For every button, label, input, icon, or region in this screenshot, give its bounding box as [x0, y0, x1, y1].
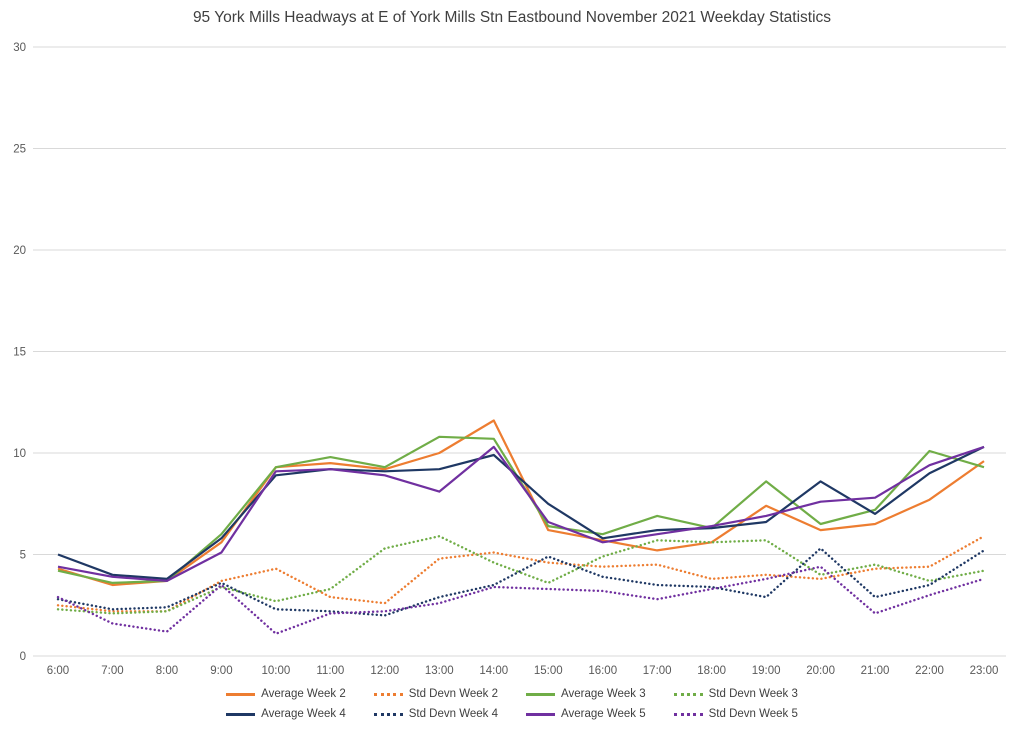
chart-title: 95 York Mills Headways at E of York Mill…: [192, 9, 832, 26]
series-std-devn-week-3: [56, 535, 986, 615]
legend-item-average-week-4: Average Week 4: [226, 708, 346, 720]
series-std-devn-week-4: [56, 547, 986, 617]
legend-label: Average Week 5: [561, 708, 646, 720]
x-axis-tick: 13:00: [425, 665, 454, 677]
legend-item-std-devn-week-2: Std Devn Week 2: [373, 688, 498, 700]
x-axis-tick: 21:00: [861, 665, 890, 677]
series-average-week-4: [57, 445, 985, 581]
legend-label: Average Week 4: [261, 708, 346, 720]
legend-label: Average Week 2: [261, 688, 346, 700]
legend-swatch: [673, 712, 703, 716]
series-average-week-3: [57, 435, 985, 585]
x-axis-tick: 20:00: [806, 665, 835, 677]
legend-swatch: [373, 712, 403, 716]
series-average-week-2: [57, 419, 985, 587]
x-axis-tick: 17:00: [643, 665, 672, 677]
y-axis-tick: 10: [13, 448, 26, 460]
y-axis-tick: 20: [13, 245, 26, 257]
y-axis-tick: 30: [13, 42, 26, 54]
legend-item-average-week-5: Average Week 5: [526, 708, 646, 720]
legend-swatch: [373, 692, 403, 696]
legend-label: Std Devn Week 3: [708, 688, 798, 700]
x-axis-tick: 16:00: [588, 665, 617, 677]
legend-item-std-devn-week-4: Std Devn Week 4: [373, 708, 498, 720]
x-axis-tick: 10:00: [261, 665, 290, 677]
legend-item-average-week-3: Average Week 3: [526, 688, 646, 700]
x-axis-tick: 19:00: [752, 665, 781, 677]
y-axis-tick: 5: [20, 550, 26, 562]
x-axis-tick: 9:00: [210, 665, 232, 677]
legend-item-std-devn-week-3: Std Devn Week 3: [673, 688, 798, 700]
x-axis-tick: 11:00: [316, 665, 344, 677]
legend-swatch: [526, 712, 555, 716]
series-std-devn-week-2: [56, 535, 986, 613]
legend-swatch: [673, 692, 703, 696]
x-axis-tick: 23:00: [970, 665, 999, 677]
x-axis-tick: 12:00: [370, 665, 399, 677]
y-axis-tick: 25: [13, 144, 26, 156]
x-axis-tick: 14:00: [479, 665, 508, 677]
y-axis-tick: 15: [13, 347, 26, 359]
legend-row: Average Week 2 Std Devn Week 2 Average Wee…: [226, 688, 798, 700]
legend-label: Std Devn Week 2: [408, 688, 498, 700]
chart-legend: Average Week 2 Std Devn Week 2 Average Wee…: [0, 688, 1024, 720]
series-std-devn-week-5: [56, 565, 986, 635]
x-axis-tick: 8:00: [156, 665, 178, 677]
legend-label: Std Devn Week 5: [708, 708, 798, 720]
legend-swatch: [226, 712, 256, 716]
legend-item-std-devn-week-5: Std Devn Week 5: [673, 708, 798, 720]
x-axis-tick: 7:00: [101, 665, 123, 677]
legend-swatch: [526, 692, 555, 696]
legend-swatch: [226, 692, 256, 696]
series-average-week-5: [57, 445, 985, 583]
legend-item-average-week-2: Average Week 2: [226, 688, 346, 700]
y-axis-tick: 0: [20, 651, 26, 663]
x-axis-tick: 6:00: [47, 665, 69, 677]
legend-row: Average Week 4 Std Devn Week 4 Average Wee…: [226, 708, 798, 720]
legend-label: Std Devn Week 4: [408, 708, 498, 720]
legend-label: Average Week 3: [561, 688, 646, 700]
x-axis-tick: 18:00: [697, 665, 726, 677]
line-chart-plot: 0 5 10 15 20 25 30 6:00 7:00 8:00 9:00 10:00 11:00 12…: [13, 42, 1006, 677]
x-axis-tick: 22:00: [915, 665, 944, 677]
x-axis-tick: 15:00: [534, 665, 563, 677]
